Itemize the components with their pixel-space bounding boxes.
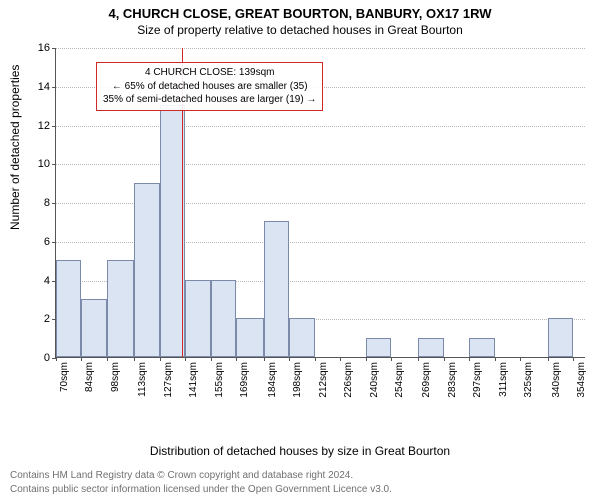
y-tick-label: 10: [25, 158, 50, 170]
x-tick-mark: [107, 357, 108, 361]
histogram-chart: 024681012141670sqm84sqm98sqm113sqm127sqm…: [55, 48, 585, 418]
footer-attribution: Contains HM Land Registry data © Crown c…: [10, 469, 392, 496]
y-tick-label: 6: [25, 236, 50, 248]
x-tick-label: 297sqm: [472, 362, 483, 398]
x-tick-label: 226sqm: [343, 362, 354, 398]
y-tick-mark: [52, 87, 56, 88]
x-tick-label: 283sqm: [447, 362, 458, 398]
x-tick-mark: [236, 357, 237, 361]
x-tick-label: 155sqm: [214, 362, 225, 398]
y-tick-label: 4: [25, 275, 50, 287]
y-tick-label: 12: [25, 120, 50, 132]
annotation-line: 35% of semi-detached houses are larger (…: [103, 93, 316, 107]
x-tick-label: 340sqm: [551, 362, 562, 398]
x-tick-mark: [81, 357, 82, 361]
x-tick-mark: [469, 357, 470, 361]
histogram-bar: [107, 260, 134, 357]
footer-line: Contains HM Land Registry data © Crown c…: [10, 469, 392, 483]
histogram-bar: [185, 280, 210, 358]
histogram-bar: [289, 318, 314, 357]
annotation-line: ← 65% of detached houses are smaller (35…: [103, 80, 316, 94]
x-tick-mark: [495, 357, 496, 361]
gridline: [56, 164, 585, 165]
histogram-bar: [134, 183, 159, 357]
y-tick-label: 8: [25, 197, 50, 209]
x-tick-mark: [134, 357, 135, 361]
histogram-bar: [211, 280, 236, 358]
annotation-line: 4 CHURCH CLOSE: 139sqm: [103, 66, 316, 80]
x-axis-label: Distribution of detached houses by size …: [0, 444, 600, 458]
x-tick-label: 98sqm: [110, 362, 121, 392]
y-tick-label: 0: [25, 352, 50, 364]
x-tick-mark: [264, 357, 265, 361]
y-tick-mark: [52, 164, 56, 165]
x-tick-label: 198sqm: [292, 362, 303, 398]
y-tick-label: 16: [25, 42, 50, 54]
page-subtitle: Size of property relative to detached ho…: [0, 21, 600, 41]
y-tick-mark: [52, 48, 56, 49]
x-tick-label: 141sqm: [188, 362, 199, 398]
x-tick-mark: [160, 357, 161, 361]
x-tick-mark: [391, 357, 392, 361]
x-tick-mark: [444, 357, 445, 361]
x-tick-label: 311sqm: [498, 362, 509, 397]
x-tick-mark: [56, 357, 57, 361]
x-tick-label: 184sqm: [267, 362, 278, 398]
x-tick-mark: [573, 357, 574, 361]
x-tick-label: 354sqm: [576, 362, 587, 398]
gridline: [56, 48, 585, 49]
x-tick-mark: [548, 357, 549, 361]
annotation-box: 4 CHURCH CLOSE: 139sqm← 65% of detached …: [96, 62, 323, 111]
x-tick-mark: [520, 357, 521, 361]
histogram-bar: [81, 299, 106, 357]
y-tick-mark: [52, 203, 56, 204]
x-tick-label: 269sqm: [421, 362, 432, 398]
gridline: [56, 126, 585, 127]
x-tick-mark: [185, 357, 186, 361]
x-tick-label: 212sqm: [318, 362, 329, 398]
x-tick-mark: [211, 357, 212, 361]
x-tick-label: 84sqm: [84, 362, 95, 392]
x-tick-mark: [418, 357, 419, 361]
footer-line: Contains public sector information licen…: [10, 483, 392, 497]
x-tick-label: 127sqm: [163, 362, 174, 398]
histogram-bar: [236, 318, 263, 357]
x-tick-mark: [289, 357, 290, 361]
x-tick-mark: [315, 357, 316, 361]
x-tick-label: 113sqm: [137, 362, 148, 397]
y-tick-mark: [52, 242, 56, 243]
y-tick-label: 14: [25, 81, 50, 93]
x-tick-label: 240sqm: [369, 362, 380, 398]
x-tick-label: 169sqm: [239, 362, 250, 398]
y-tick-mark: [52, 126, 56, 127]
x-tick-mark: [366, 357, 367, 361]
histogram-bar: [469, 338, 494, 357]
x-tick-label: 254sqm: [394, 362, 405, 398]
y-tick-label: 2: [25, 313, 50, 325]
page-title: 4, CHURCH CLOSE, GREAT BOURTON, BANBURY,…: [0, 0, 600, 21]
x-tick-label: 70sqm: [59, 362, 70, 392]
histogram-bar: [264, 221, 289, 357]
x-tick-label: 325sqm: [523, 362, 534, 398]
x-tick-mark: [340, 357, 341, 361]
histogram-bar: [418, 338, 443, 357]
histogram-bar: [548, 318, 573, 357]
plot-area: 024681012141670sqm84sqm98sqm113sqm127sqm…: [55, 48, 585, 358]
y-axis-label: Number of detached properties: [8, 65, 22, 230]
histogram-bar: [56, 260, 81, 357]
histogram-bar: [366, 338, 391, 357]
